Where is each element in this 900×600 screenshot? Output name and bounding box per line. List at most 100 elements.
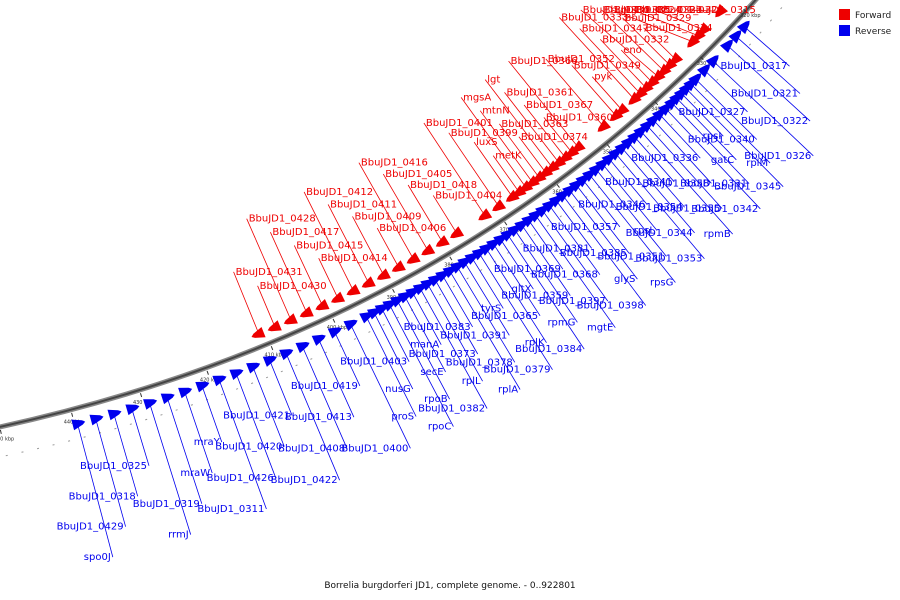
reverse-gene-arrow	[327, 327, 342, 339]
forward-gene-leader	[460, 97, 527, 188]
reverse-gene-label: BbuJD1_0351	[597, 251, 664, 262]
reverse-gene-label: spo0J	[84, 552, 111, 563]
reverse-gene-leader	[301, 345, 348, 449]
reverse-gene-label: rpoB	[424, 394, 448, 405]
reverse-gene-label: manA	[410, 340, 439, 351]
reverse-gene-label: BbuJD1_0429	[57, 522, 124, 533]
forward-gene-leader	[601, 9, 665, 72]
reverse-gene-label: BbuJD1_0391	[440, 330, 507, 341]
legend-label-forward: Forward	[855, 11, 891, 21]
reverse-gene-leader	[456, 266, 516, 363]
reverse-gene-arrow	[500, 229, 515, 242]
forward-gene-leader	[643, 27, 676, 60]
reverse-gene-arrow	[736, 20, 750, 35]
forward-gene-leader	[508, 60, 579, 148]
forward-gene-leader	[479, 110, 534, 183]
reverse-gene-arrow	[450, 261, 464, 274]
reverse-gene-arrow	[562, 185, 576, 198]
reverse-gene-arrow	[435, 270, 450, 283]
reverse-gene-label: BbuJD1_0403	[340, 357, 407, 368]
forward-gene-label: BbuJD1_0360	[546, 112, 613, 123]
reverse-gene-leader	[659, 113, 701, 159]
reverse-gene-arrow	[412, 283, 427, 296]
forward-gene-leader	[246, 218, 292, 321]
forward-gene-label: BbuJD1_0324	[614, 5, 681, 16]
forward-gene-label: eno	[623, 45, 642, 56]
reverse-gene-leader	[541, 209, 609, 302]
scale-tick-mark	[700, 56, 704, 60]
scale-tick-mark	[504, 221, 508, 226]
reverse-gene-label: secE	[420, 367, 443, 378]
scale-tick-label: 430 kbp	[133, 400, 153, 406]
reverse-gene-label: BbuJD1_0419	[291, 381, 358, 392]
reverse-gene-leader	[252, 366, 285, 447]
reverse-gene-leader	[350, 323, 411, 449]
forward-gene-leader	[432, 195, 458, 234]
reverse-gene-leader	[166, 397, 203, 504]
forward-gene-label: pyk	[594, 72, 612, 83]
reverse-gene-label: BbuJD1_0340	[688, 135, 755, 146]
map-caption: Borrelia burgdorferi JD1, complete genom…	[324, 581, 575, 591]
genome-backbone	[0, 0, 789, 458]
forward-gene-label: BbuJD1_0349	[574, 60, 641, 71]
reverse-gene-label: BbuJD1_0426	[207, 473, 274, 484]
reverse-gene-label: rpsL	[634, 226, 656, 237]
forward-gene-label: BbuJD1_0411	[330, 199, 397, 210]
reverse-gene-leader	[389, 304, 454, 427]
forward-gene-leader	[376, 227, 400, 268]
reverse-gene-label: nusG	[385, 384, 411, 395]
legend-item-forward: Forward	[839, 9, 891, 21]
forward-gene-arrow	[715, 3, 728, 18]
forward-gene-label: BbuJD1_0323	[635, 5, 702, 16]
reverse-gene-arrow	[575, 174, 590, 188]
reverse-gene-leader	[685, 88, 784, 187]
reverse-gene-leader	[595, 169, 667, 257]
forward-gene-label: BbuJD1_0430	[260, 281, 327, 292]
reverse-gene-leader	[744, 26, 790, 67]
reverse-gene-label: BbuJD1_0365	[471, 311, 538, 322]
forward-gene-arrow	[610, 108, 624, 121]
reverse-gene-label: mgtE	[587, 323, 613, 334]
reverse-gene-arrow	[535, 205, 549, 218]
forward-gene-label: BbuJD1_0417	[272, 227, 339, 238]
reverse-gene-leader	[712, 60, 814, 157]
forward-gene-leader	[504, 92, 560, 164]
scale-tick-mark	[332, 318, 336, 323]
reverse-gene-label: BbuJD1_0373	[409, 349, 476, 360]
forward-gene-label: BbuJD1_0332	[602, 34, 669, 45]
reverse-gene-label: BbuJD1_0355	[653, 204, 720, 215]
forward-gene-label: BbuJD1_0329	[625, 13, 692, 24]
forward-gene-leader	[257, 285, 276, 328]
reverse-gene-label: rplK	[525, 338, 545, 349]
reverse-gene-label: rpsI	[703, 131, 722, 142]
reverse-gene-leader	[318, 338, 355, 418]
forward-gene-leader	[358, 162, 414, 260]
reverse-gene-arrow	[427, 275, 442, 287]
forward-gene-arrow	[331, 291, 346, 303]
legend-swatch-reverse	[839, 25, 850, 36]
reverse-gene-leader	[485, 248, 547, 343]
forward-gene-label: BbuJD1_0412	[306, 187, 373, 198]
reverse-gene-arrow	[442, 266, 457, 278]
forward-gene-leader	[633, 9, 699, 37]
reverse-gene-leader	[676, 97, 737, 161]
forward-gene-arrow	[492, 199, 507, 212]
forward-gene-arrow	[346, 284, 361, 296]
reverse-gene-label: mraW	[180, 468, 210, 479]
reverse-gene-leader	[681, 93, 724, 137]
forward-gene-label: BbuJD1_0366	[511, 56, 578, 67]
reverse-gene-arrow	[705, 55, 719, 69]
reverse-gene-label: BbuJD1_0381	[523, 243, 590, 254]
forward-gene-leader	[654, 9, 705, 31]
reverse-gene-leader	[569, 189, 638, 280]
scale-tick-label: 420 kbp	[200, 377, 220, 383]
reverse-gene-leader	[419, 287, 488, 409]
reverse-gene-arrow	[471, 248, 486, 261]
reverse-gene-leader	[149, 402, 192, 535]
reverse-gene-label: rpoC	[428, 422, 452, 433]
forward-gene-leader	[499, 123, 540, 178]
reverse-gene-leader	[735, 35, 801, 94]
reverse-gene-label: BbuJD1_0342	[691, 204, 758, 215]
reverse-gene-label: BbuJD1_0397	[539, 296, 606, 307]
